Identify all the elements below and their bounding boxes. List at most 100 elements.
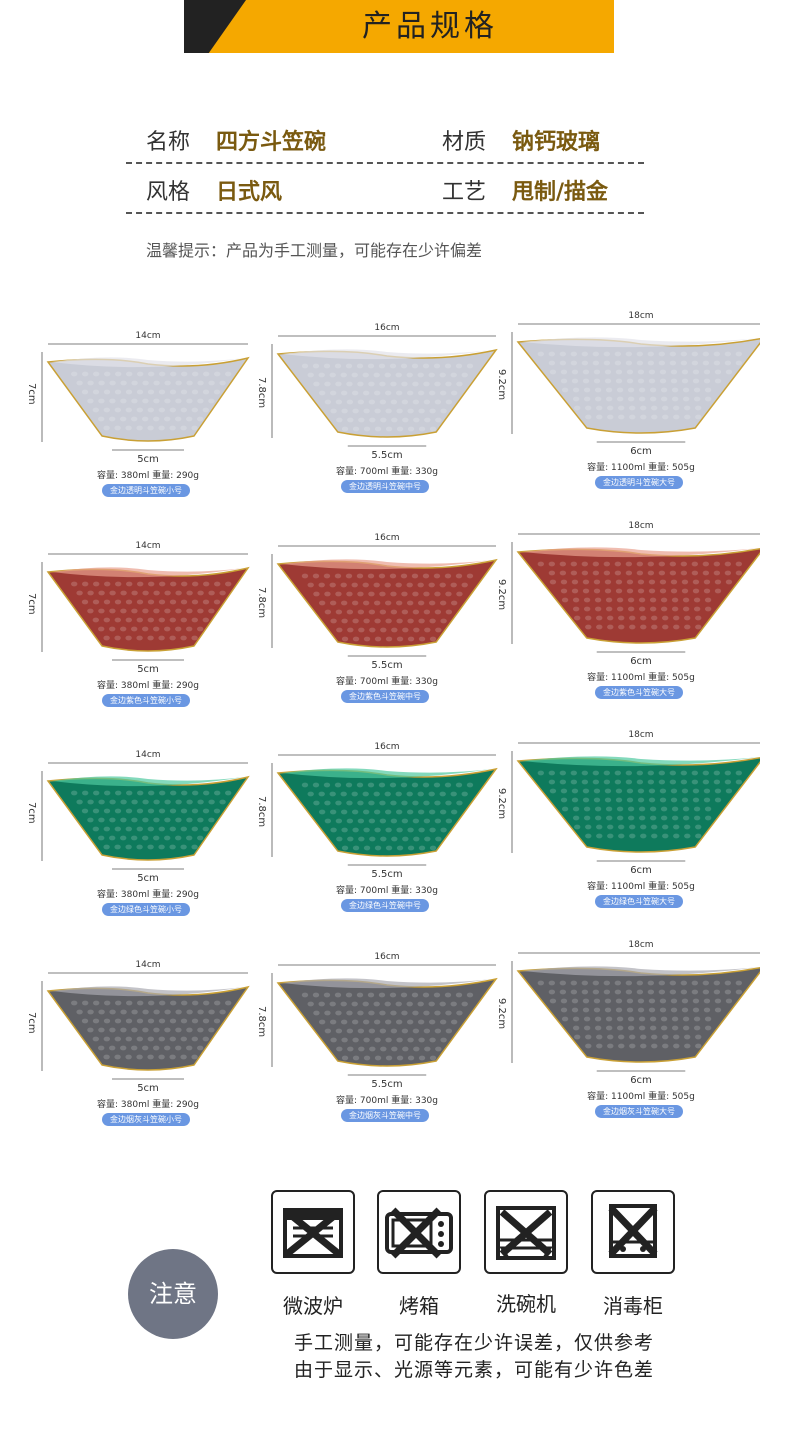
spec-style-value: 日式风 [216, 180, 283, 205]
bowl-capacity: 容量: 1100ml 重量: 505g [587, 463, 695, 473]
dishwasher-label: 洗碗机 [496, 1292, 556, 1316]
bowl-image [41, 553, 250, 661]
sterilizer-cabinet-icon [591, 1190, 675, 1274]
bowl-variant-tag: 金边透明斗笠碗中号 [341, 480, 429, 493]
bowl-height-label: 9.2cm [496, 579, 507, 611]
bowl-variant-tag: 金边紫色斗笠碗中号 [341, 690, 429, 703]
notice-badge: 注意 [128, 1249, 218, 1339]
bowl-height-label: 7.8cm [256, 587, 267, 619]
bowl-variant-tag: 金边紫色斗笠碗大号 [595, 686, 683, 699]
bowl-width-label: 18cm [628, 730, 654, 740]
oven-label: 烤箱 [399, 1294, 439, 1318]
bowl-height-label: 7cm [26, 1012, 37, 1034]
note-line-2: 由于显示、光源等元素，可能有少许色差 [294, 1359, 655, 1381]
dishwasher-icon [484, 1190, 568, 1274]
bowl-cell: 14cm 7cm 5cm 容量: 380ml 重量: 290g 金边紫色斗笠碗小号 [20, 528, 280, 728]
bowl-cell: 16cm 7.8cm 5.5cm 容量: 700ml 重量: 330g 金边绿色斗笠碗中… [250, 737, 510, 937]
bowl-image [41, 762, 250, 870]
bowl-image [511, 533, 760, 653]
bowl-capacity: 容量: 380ml 重量: 290g [97, 1100, 199, 1110]
bowl-height-label: 7cm [26, 593, 37, 615]
bowl-image [41, 343, 250, 451]
bowl-variant-tag: 金边透明斗笠碗小号 [102, 484, 190, 497]
page-title: 产品规格 [362, 9, 498, 44]
bowl-base-label: 5.5cm [371, 660, 403, 671]
bowl-width-label: 18cm [628, 940, 654, 950]
bowl-base-label: 5cm [137, 873, 159, 884]
spec-row-1: 名称 四方斗笠碗 材质 钠钙玻璃 [126, 124, 644, 164]
bowl-image [271, 754, 498, 866]
bowl-capacity: 容量: 380ml 重量: 290g [97, 681, 199, 691]
bowl-cell: 14cm 7cm 5cm 容量: 380ml 重量: 290g 金边烟灰斗笠碗小号 [20, 947, 280, 1147]
bowl-image [271, 964, 498, 1076]
bowl-variant-tag: 金边绿色斗笠碗大号 [595, 895, 683, 908]
bowl-image [271, 335, 498, 447]
bowl-capacity: 容量: 700ml 重量: 330g [336, 467, 438, 477]
bowl-capacity: 容量: 700ml 重量: 330g [336, 677, 438, 687]
spec-name-label: 名称 [146, 130, 191, 155]
note-line-1: 手工测量，可能存在少许误差，仅供参考 [294, 1332, 655, 1354]
bowl-cell: 16cm 7.8cm 5.5cm 容量: 700ml 重量: 330g 金边透明斗笠碗中… [250, 318, 510, 518]
bowl-cell: 18cm 9.2cm 6cm 容量: 1100ml 重量: 505g 金边紫色斗笠碗大号 [490, 521, 760, 728]
bowl-image [511, 323, 760, 443]
bowl-capacity: 容量: 380ml 重量: 290g [97, 471, 199, 481]
spec-name-value: 四方斗笠碗 [216, 130, 327, 155]
bowl-variant-tag: 金边绿色斗笠碗小号 [102, 903, 190, 916]
bowl-cell: 14cm 7cm 5cm 容量: 380ml 重量: 290g 金边绿色斗笠碗小号 [20, 737, 280, 937]
bowl-cell: 18cm 9.2cm 6cm 容量: 1100ml 重量: 505g 金边烟灰斗笠碗大号 [490, 940, 760, 1147]
bowl-capacity: 容量: 1100ml 重量: 505g [587, 1092, 695, 1102]
bowl-base-label: 5.5cm [371, 1079, 403, 1090]
spec-row-2: 风格 日式风 工艺 甩制/描金 [126, 174, 644, 214]
bowl-image [511, 742, 760, 862]
bowl-base-label: 5cm [137, 454, 159, 465]
bowl-cell: 14cm 7cm 5cm 容量: 380ml 重量: 290g 金边透明斗笠碗小号 [20, 318, 280, 518]
measurement-tip: 温馨提示：产品为手工测量，可能存在少许偏差 [146, 241, 483, 260]
bowl-base-label: 6cm [630, 1075, 652, 1086]
bowl-height-label: 7cm [26, 802, 37, 824]
bowl-cell: 16cm 7.8cm 5.5cm 容量: 700ml 重量: 330g 金边烟灰斗笠碗中… [250, 947, 510, 1147]
spec-material-value: 钠钙玻璃 [512, 130, 601, 155]
bowl-base-label: 5.5cm [371, 450, 403, 461]
bowl-variant-tag: 金边烟灰斗笠碗大号 [595, 1105, 683, 1118]
spec-craft-label: 工艺 [442, 180, 487, 205]
bowl-image [271, 545, 498, 657]
header-banner [184, 0, 614, 53]
bowl-base-label: 5cm [137, 664, 159, 675]
bowl-width-label: 16cm [374, 742, 400, 752]
bowl-width-label: 16cm [374, 952, 400, 962]
bowl-image [511, 952, 760, 1072]
bowl-variant-tag: 金边烟灰斗笠碗中号 [341, 1109, 429, 1122]
bowl-base-label: 6cm [630, 446, 652, 457]
bowl-capacity: 容量: 700ml 重量: 330g [336, 1096, 438, 1106]
bowl-width-label: 14cm [135, 541, 161, 551]
sterilizer-cabinet-label: 消毒柜 [603, 1294, 663, 1318]
bowl-base-label: 6cm [630, 865, 652, 876]
bowl-variant-tag: 金边绿色斗笠碗中号 [341, 899, 429, 912]
bowl-width-label: 18cm [628, 311, 654, 321]
bowl-width-label: 16cm [374, 533, 400, 543]
bowl-base-label: 5.5cm [371, 869, 403, 880]
bowl-width-label: 14cm [135, 750, 161, 760]
bowl-base-label: 6cm [630, 656, 652, 667]
bowl-width-label: 14cm [135, 331, 161, 341]
bowl-height-label: 7.8cm [256, 1006, 267, 1038]
bowl-width-label: 18cm [628, 521, 654, 531]
spec-style-label: 风格 [146, 180, 191, 205]
bowl-capacity: 容量: 700ml 重量: 330g [336, 886, 438, 896]
bowl-capacity: 容量: 1100ml 重量: 505g [587, 882, 695, 892]
bowl-base-label: 5cm [137, 1083, 159, 1094]
bowl-cell: 16cm 7.8cm 5.5cm 容量: 700ml 重量: 330g 金边紫色斗笠碗中… [250, 528, 510, 728]
bowl-height-label: 7.8cm [256, 796, 267, 828]
bowl-height-label: 9.2cm [496, 998, 507, 1030]
bowl-height-label: 7.8cm [256, 377, 267, 409]
bowl-width-label: 14cm [135, 960, 161, 970]
spec-craft-value: 甩制/描金 [512, 180, 609, 205]
bowl-height-label: 9.2cm [496, 788, 507, 820]
microwave-label: 微波炉 [283, 1294, 343, 1318]
microwave-icon [271, 1190, 355, 1274]
oven-icon [377, 1190, 461, 1274]
bowl-variant-tag: 金边烟灰斗笠碗小号 [102, 1113, 190, 1126]
bowl-variant-tag: 金边紫色斗笠碗小号 [102, 694, 190, 707]
spec-material-label: 材质 [442, 130, 487, 155]
bowl-variant-tag: 金边透明斗笠碗大号 [595, 476, 683, 489]
